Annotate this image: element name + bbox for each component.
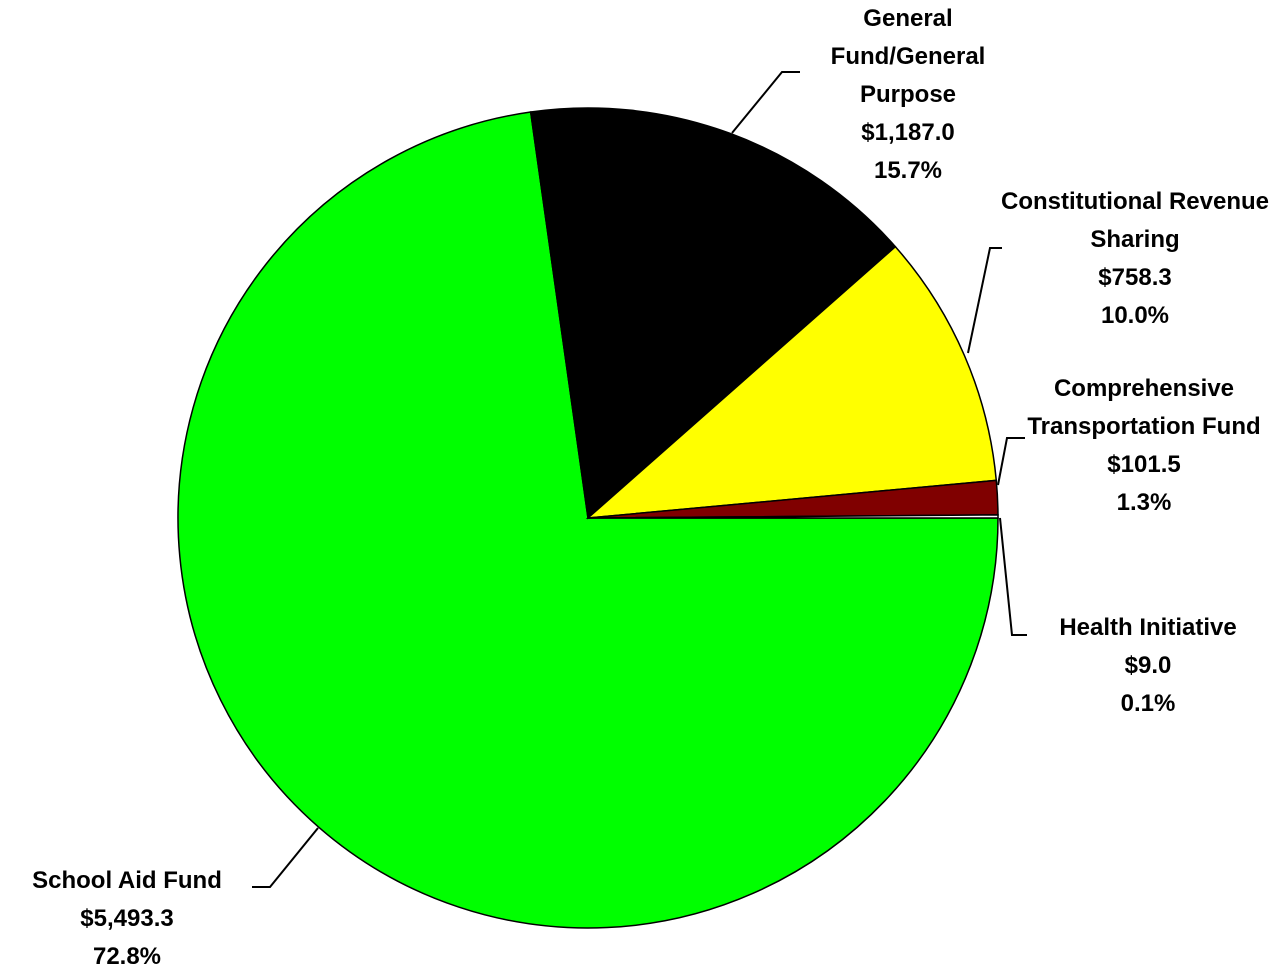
slice-label: General Fund/General Purpose $1,187.0 15… bbox=[818, 0, 998, 190]
category-label: Health Initiative bbox=[1059, 614, 1237, 641]
percent-label: 10.0% bbox=[1100, 302, 1170, 329]
pie-slice bbox=[529, 107, 897, 520]
pie-slice bbox=[177, 111, 999, 929]
category-label: Comprehensive Transportation Fund bbox=[1027, 375, 1261, 440]
slice-label: Constitutional Revenue Sharing $758.3 10… bbox=[1000, 183, 1270, 335]
value-label: $758.3 bbox=[1098, 264, 1172, 291]
percent-label: 15.7% bbox=[873, 157, 943, 184]
percent-label: 1.3% bbox=[1116, 489, 1172, 516]
leader-line bbox=[999, 517, 1027, 636]
leader-line bbox=[967, 247, 1002, 354]
percent-label: 0.1% bbox=[1120, 690, 1176, 717]
value-label: $5,493.3 bbox=[80, 905, 174, 932]
leader-line bbox=[997, 437, 1025, 486]
value-label: $1,187.0 bbox=[861, 119, 955, 146]
leader-line bbox=[731, 71, 800, 134]
leader-line bbox=[252, 827, 319, 888]
slice-label: School Aid Fund $5,493.3 72.8% bbox=[2, 862, 252, 965]
value-label: $101.5 bbox=[1107, 451, 1181, 478]
category-label: Constitutional Revenue Sharing bbox=[1000, 188, 1270, 253]
category-label: School Aid Fund bbox=[32, 867, 222, 894]
pie-slice bbox=[585, 245, 998, 519]
slice-label: Comprehensive Transportation Fund $101.5… bbox=[1024, 370, 1264, 522]
percent-label: 72.8% bbox=[92, 943, 162, 965]
category-label: General Fund/General Purpose bbox=[830, 5, 986, 108]
slice-label: Health Initiative $9.0 0.1% bbox=[1026, 609, 1270, 723]
pie-slice bbox=[587, 514, 999, 519]
value-label: $9.0 bbox=[1124, 652, 1172, 679]
